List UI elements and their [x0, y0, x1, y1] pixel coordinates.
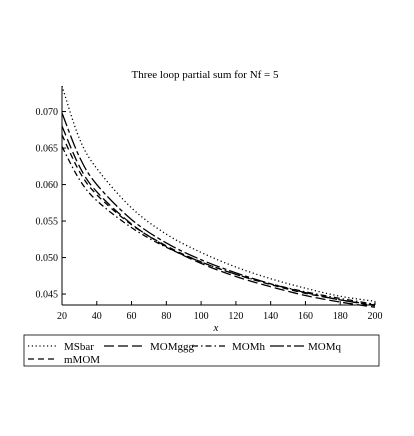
legend-label: MSbar [64, 341, 94, 353]
legend: MSbar MOMggg MOMh MOMq mMOM [23, 334, 380, 367]
x-tick-label: 60 [127, 311, 137, 322]
x-tick-label: 180 [333, 311, 348, 322]
legend-label: mMOM [64, 354, 100, 366]
x-tick-label: 40 [92, 311, 102, 322]
series-line-mmom [61, 134, 376, 307]
chart-title: Three loop partial sum for Nf = 5 [131, 69, 279, 81]
series-layer [61, 85, 376, 308]
x-tick-label: 120 [228, 311, 243, 322]
legend-label: MOMh [232, 341, 266, 353]
x-tick-label: 80 [161, 311, 171, 322]
x-tick-label: 200 [368, 311, 383, 322]
y-tick-label: 0.065 [36, 144, 59, 155]
x-tick-label: 20 [57, 311, 67, 322]
legend-label: MOMggg [150, 341, 195, 353]
legend-label: MOMq [308, 341, 342, 353]
x-tick-label: 160 [298, 311, 313, 322]
y-tick-label: 0.070 [36, 107, 59, 118]
series-line-msbar [61, 85, 376, 302]
x-tick-label: 140 [263, 311, 278, 322]
x-tick-label: 100 [194, 311, 209, 322]
y-tick-label: 0.045 [36, 290, 59, 301]
legend-box [23, 334, 380, 367]
axes: 20 40 60 80 100 120 140 160 180 200 0.045 0.050 0.05… [36, 86, 383, 322]
y-tick-label: 0.055 [36, 217, 59, 228]
series-line-momq [61, 112, 376, 306]
series-line-momh [61, 146, 376, 305]
y-tick-label: 0.060 [36, 180, 59, 191]
y-tick-label: 0.050 [36, 253, 59, 264]
x-axis-label: x [213, 322, 219, 334]
series-line-momggg [61, 125, 376, 308]
